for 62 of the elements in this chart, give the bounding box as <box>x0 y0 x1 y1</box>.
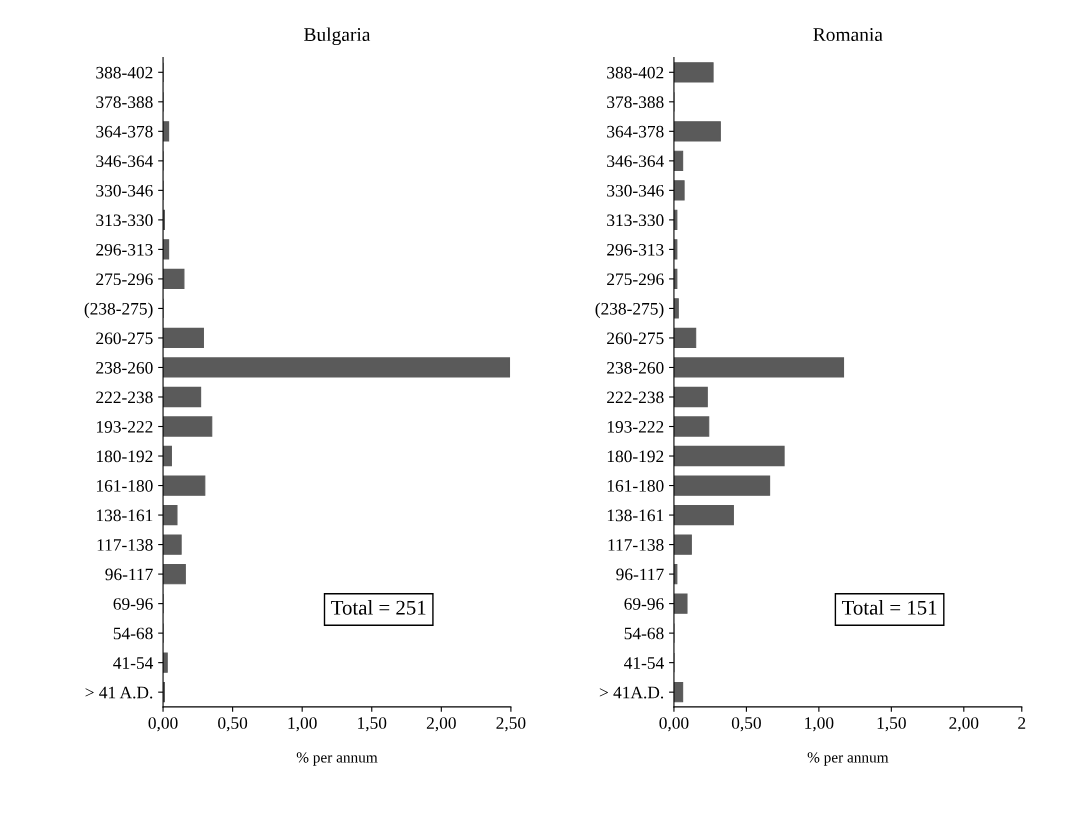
y-tick-label: 138-161 <box>96 509 153 522</box>
y-tick-label: 41-54 <box>113 657 154 669</box>
y-tick-label: 222-238 <box>96 391 153 404</box>
y-tick-label: 260-275 <box>96 332 153 345</box>
y-tick-label: 346-364 <box>96 155 154 168</box>
y-tick-label: 296-313 <box>607 243 664 256</box>
x-axis-title: % per annum <box>296 752 378 766</box>
y-tick-label: 275-296 <box>96 273 153 286</box>
y-tick-label: 346-364 <box>607 155 664 168</box>
y-tick-label: > 41A.D. <box>599 686 664 699</box>
y-tick-label: 238-260 <box>607 361 664 374</box>
y-tick-label: 193-222 <box>607 421 664 433</box>
y-tick-label: 260-275 <box>607 332 664 345</box>
x-axis-title: % per annum <box>807 752 889 766</box>
y-tick-label: 161-180 <box>96 480 153 492</box>
x-tick-label: 1,00 <box>805 717 834 732</box>
y-tick-label: 193-222 <box>96 421 153 433</box>
x-tick-label: 2,50 <box>496 717 526 732</box>
x-tick-label: 2 <box>1018 717 1026 729</box>
y-tick-label: 161-180 <box>607 480 664 492</box>
x-tick-label: 1,00 <box>288 717 317 732</box>
y-tick-label: 364-378 <box>607 125 664 138</box>
y-tick-label: 313-330 <box>607 214 664 227</box>
y-tick-label: 96-117 <box>105 568 153 581</box>
y-tick-label: 238-260 <box>96 361 153 374</box>
y-tick-label: 117-138 <box>608 539 664 551</box>
y-tick-label: 180-192 <box>607 450 664 463</box>
x-tick-label: 0,50 <box>218 717 248 732</box>
y-tick-label: (238-275) <box>84 302 153 319</box>
y-tick-label: 378-388 <box>607 96 664 109</box>
x-tick-label: 2,00 <box>426 717 456 732</box>
annotation: Total = 151 <box>842 600 937 615</box>
y-tick-label: 364-378 <box>96 125 153 138</box>
y-tick-label: 117-138 <box>97 539 153 551</box>
y-tick-label: 330-346 <box>607 184 664 197</box>
y-tick-label: 296-313 <box>96 243 153 256</box>
y-tick-label: 275-296 <box>607 273 664 286</box>
chart-title: Bulgaria <box>304 27 371 46</box>
x-tick-label: 1,50 <box>877 717 906 732</box>
y-tick-label: 313-330 <box>96 214 153 227</box>
y-tick-label: 69-96 <box>624 598 664 610</box>
y-tick-label: 69-96 <box>113 598 153 610</box>
y-tick-label: 388-402 <box>96 66 153 79</box>
y-tick-label: 138-161 <box>607 509 664 522</box>
y-tick-label: 96-117 <box>616 568 664 581</box>
y-tick-label: (238-275) <box>595 302 664 319</box>
chart-title: Romania <box>813 28 883 42</box>
annotation: Total = 251 <box>331 600 426 615</box>
y-tick-label: 388-402 <box>607 66 664 79</box>
x-tick-label: 0,50 <box>731 717 761 732</box>
x-tick-label: 2,00 <box>949 717 979 732</box>
y-tick-label: 330-346 <box>96 184 153 197</box>
y-tick-label: 41-54 <box>624 657 664 669</box>
x-tick-label: 0,00 <box>148 717 178 732</box>
y-tick-label: 54-68 <box>624 627 664 640</box>
x-tick-label: 0,00 <box>659 717 689 732</box>
y-tick-label: 54-68 <box>113 627 153 640</box>
y-tick-label: 180-192 <box>96 450 153 463</box>
x-tick-label: 1,50 <box>358 717 387 732</box>
y-tick-label: 378-388 <box>96 96 153 109</box>
y-tick-label: > 41 A.D. <box>85 686 153 699</box>
y-tick-label: 222-238 <box>607 391 664 404</box>
